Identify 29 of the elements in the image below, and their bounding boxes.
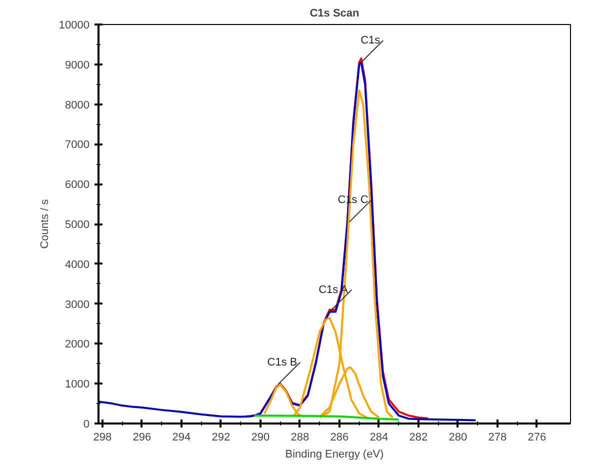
y-tick-label: 4000: [65, 258, 90, 271]
annotation: C1s: [360, 34, 381, 46]
y-tick-label: 0: [83, 418, 90, 430]
y-tick-label: 10000: [58, 20, 90, 32]
y-tick-label: 9000: [65, 59, 90, 72]
x-tick-label: 290: [251, 432, 270, 444]
annotation: C1s A: [318, 284, 349, 296]
x-tick-label: 284: [370, 432, 388, 444]
chart-title: C1s Scan: [310, 8, 360, 20]
y-tick-label: 7000: [65, 139, 90, 152]
x-tick-label: 276: [528, 432, 546, 444]
y-tick-label: 6000: [65, 179, 90, 192]
y-tick-label: 8000: [65, 99, 90, 112]
x-tick-label: 298: [93, 432, 112, 444]
y-tick-label: 5000: [65, 219, 90, 231]
x-tick-label: 282: [409, 432, 428, 444]
y-tick-label: 1000: [65, 378, 90, 391]
y-tick-label: 2000: [65, 338, 90, 351]
x-tick-label: 294: [172, 432, 191, 444]
x-tick-label: 278: [488, 432, 507, 444]
x-tick-label: 286: [330, 432, 349, 444]
x-axis-title: Binding Energy (eV): [285, 448, 384, 460]
y-axis-title: Counts / s: [38, 198, 51, 249]
y-tick-label: 3000: [65, 298, 90, 311]
x-tick-label: 288: [290, 432, 310, 444]
x-tick-label: 296: [132, 432, 152, 444]
x-tick-label: 280: [448, 432, 468, 444]
x-tick-label: 292: [212, 432, 230, 444]
annotation: C1s B: [267, 356, 298, 368]
